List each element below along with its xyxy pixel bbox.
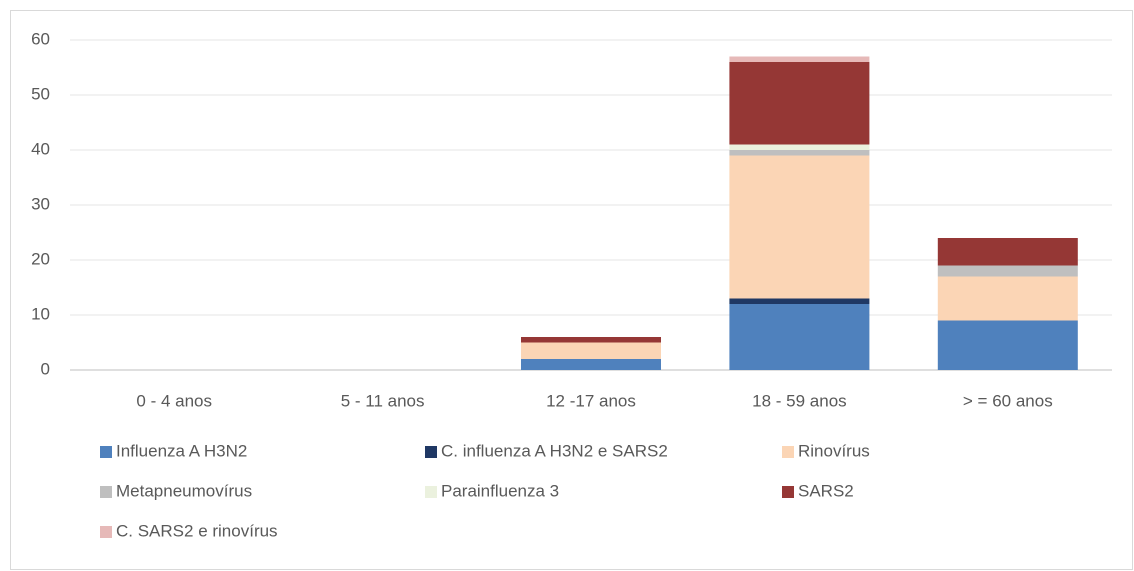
legend-label: C. influenza A H3N2 e SARS2 — [441, 441, 668, 460]
x-tick-label: 0 - 4 anos — [136, 391, 212, 410]
legend-swatch — [425, 486, 437, 498]
legend-swatch — [782, 486, 794, 498]
legend-label: Rinovírus — [798, 441, 870, 460]
bar-segment — [729, 56, 870, 62]
legend-label: SARS2 — [798, 481, 854, 500]
bar-segment — [937, 238, 1078, 266]
bar-segment — [521, 359, 661, 370]
bar-segment — [729, 150, 870, 156]
legend-swatch — [100, 486, 112, 498]
y-tick-label: 0 — [41, 359, 50, 378]
bar-segment — [729, 62, 870, 145]
legend-label: Metapneumovírus — [116, 481, 252, 500]
y-tick-label: 50 — [31, 84, 50, 103]
bar-segment — [729, 144, 870, 150]
legend-swatch — [782, 446, 794, 458]
y-tick-label: 30 — [31, 194, 50, 213]
legend-label: Parainfluenza 3 — [441, 481, 559, 500]
bar-segment — [729, 298, 870, 304]
y-tick-label: 40 — [31, 139, 50, 158]
bar-segment — [521, 342, 661, 359]
x-tick-label: > = 60 anos — [963, 391, 1053, 410]
bar-segment — [521, 337, 661, 343]
bar-segment — [729, 304, 870, 370]
x-tick-label: 5 - 11 anos — [341, 391, 425, 410]
legend-swatch — [425, 446, 437, 458]
legend-swatch — [100, 526, 112, 538]
bar-segment — [729, 155, 870, 299]
chart-border — [10, 10, 1133, 570]
legend-label: Influenza A H3N2 — [116, 441, 247, 460]
y-tick-label: 60 — [31, 29, 50, 48]
bar-segment — [937, 276, 1078, 321]
legend-swatch — [100, 446, 112, 458]
y-tick-label: 10 — [31, 304, 50, 323]
x-tick-label: 12 -17 anos — [546, 391, 636, 410]
bar-segment — [937, 320, 1078, 370]
bar-segment — [937, 265, 1078, 277]
x-tick-label: 18 - 59 anos — [752, 391, 847, 410]
y-tick-label: 20 — [31, 249, 50, 268]
legend-label: C. SARS2 e rinovírus — [116, 521, 278, 540]
